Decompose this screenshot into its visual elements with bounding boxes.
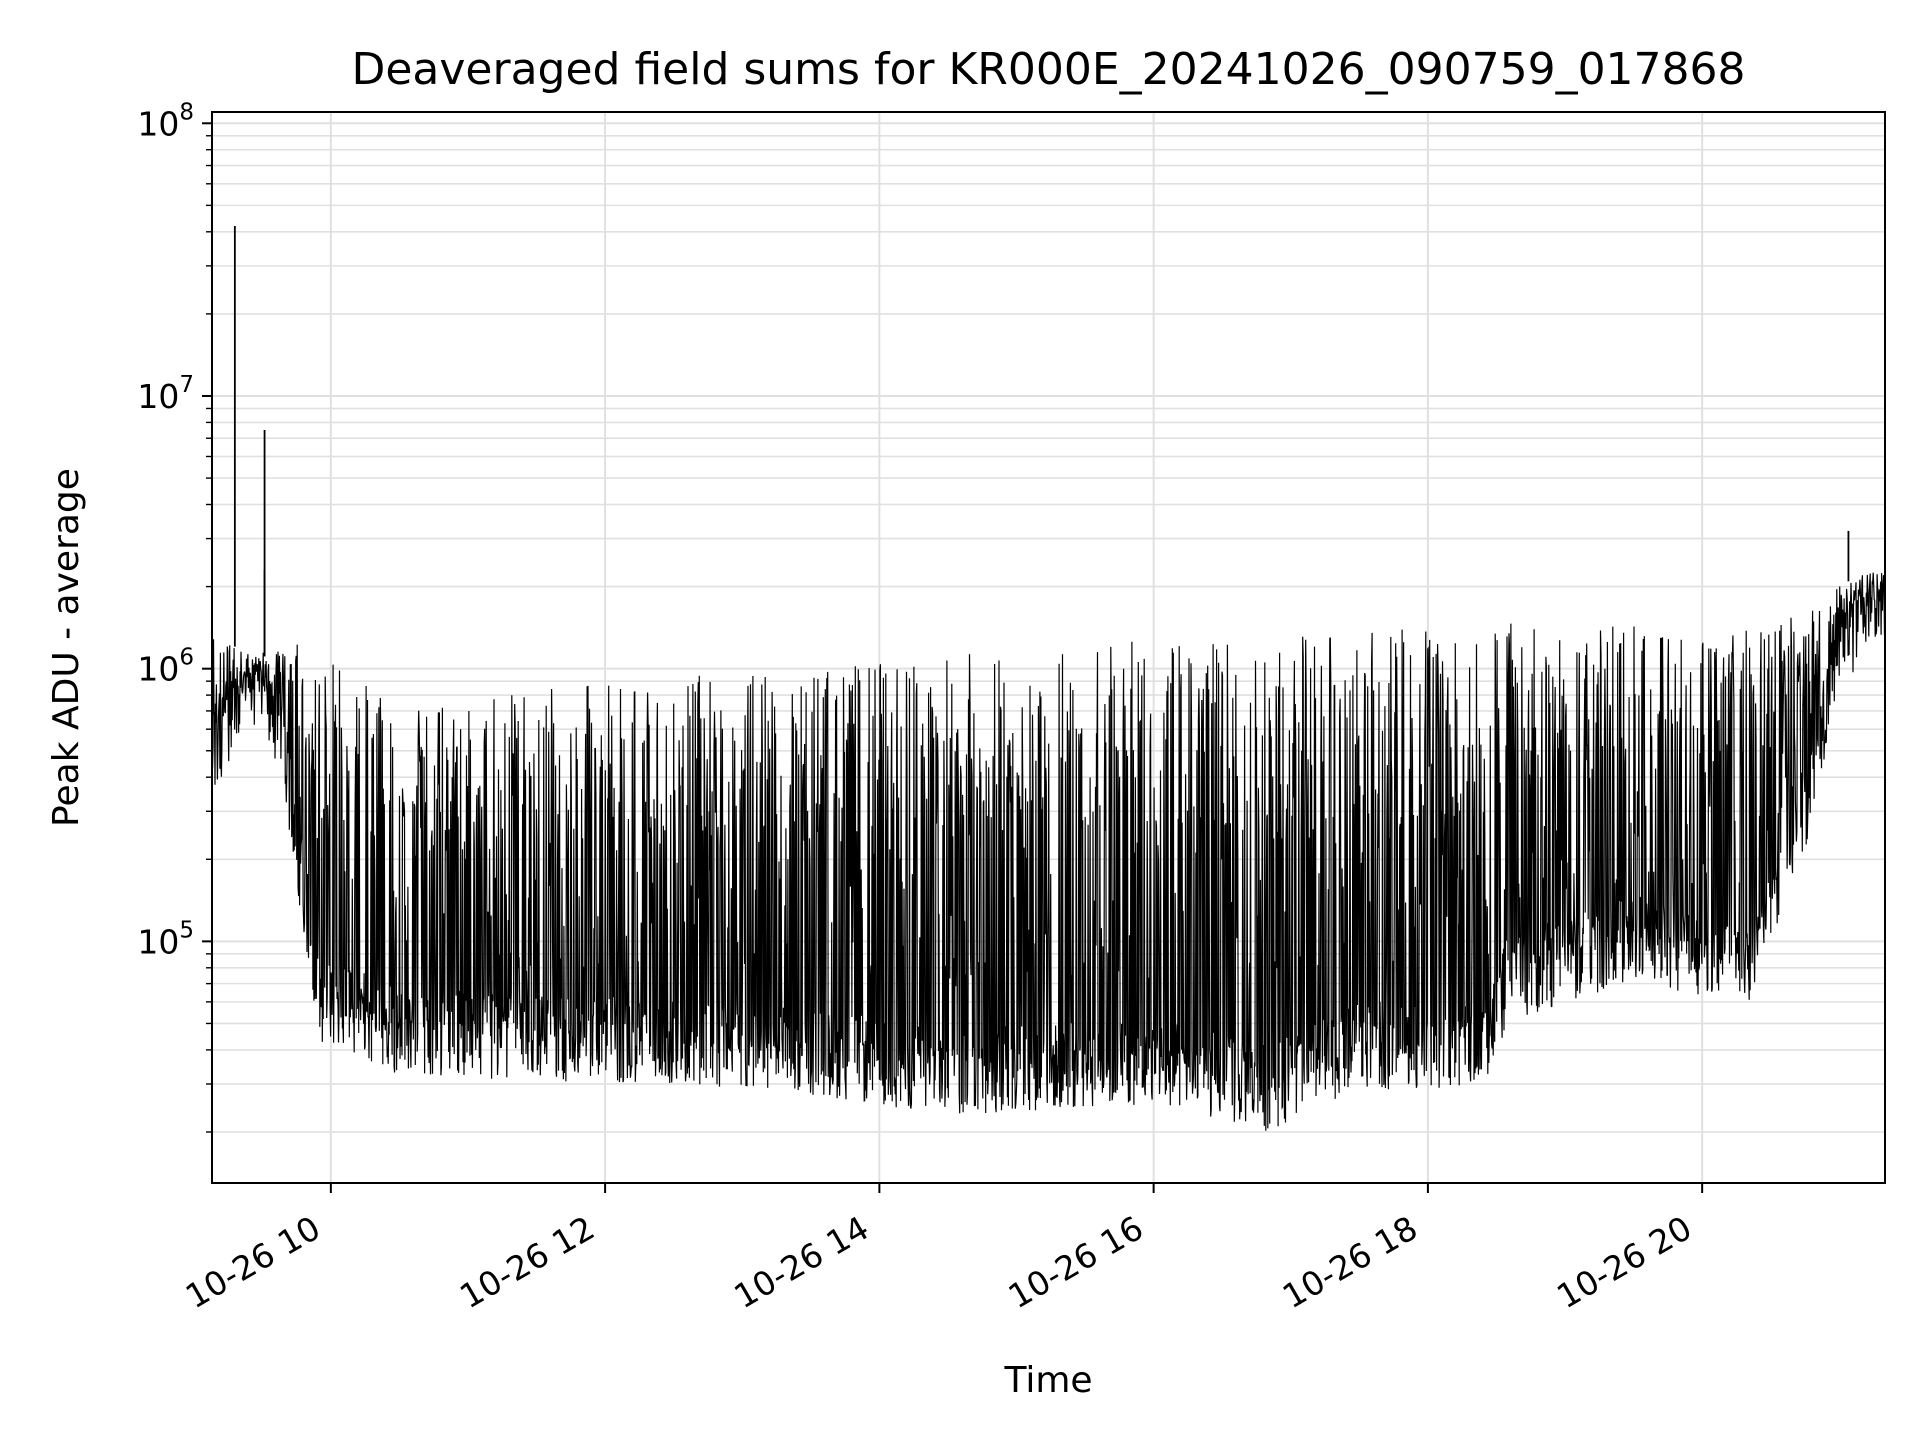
chart-title: Deaveraged field sums for KR000E_2024102… xyxy=(351,44,1745,95)
series-line xyxy=(211,572,1886,1131)
y-tick-label: 105 xyxy=(137,917,194,961)
y-tick-label: 106 xyxy=(137,645,194,689)
y-tick-label: 108 xyxy=(137,99,194,143)
x-axis-label: Time xyxy=(1003,1360,1092,1401)
y-tick-label: 107 xyxy=(137,372,194,416)
plot-frame xyxy=(211,111,1886,1184)
y-axis-label: Peak ADU - average xyxy=(46,468,87,827)
